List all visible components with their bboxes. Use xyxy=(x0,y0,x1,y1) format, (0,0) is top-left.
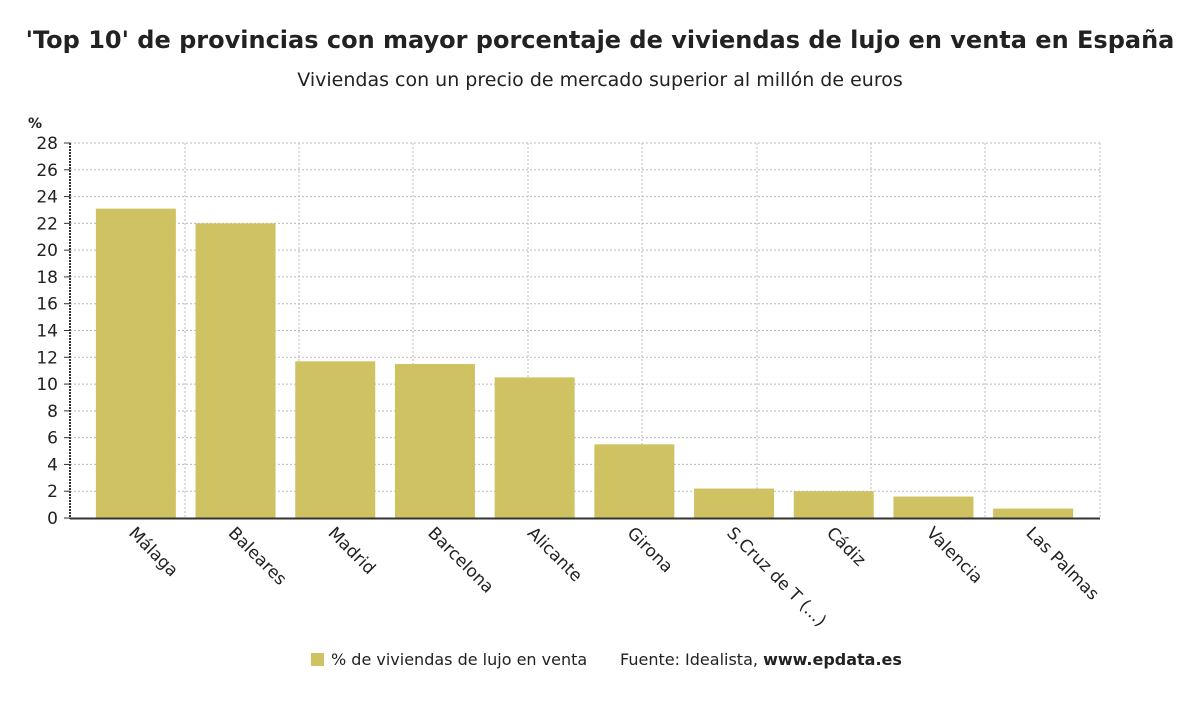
bar xyxy=(95,208,176,518)
y-tick-label: 28 xyxy=(36,134,58,154)
x-tick-label: Las Palmas xyxy=(1022,523,1103,604)
x-tick-label: Alicante xyxy=(523,523,586,586)
bar xyxy=(494,377,575,518)
bar xyxy=(793,491,874,518)
bar xyxy=(694,488,775,518)
x-tick-label: Barcelona xyxy=(423,523,497,597)
y-tick-label: 18 xyxy=(36,268,58,288)
chart-subtitle: Viviendas con un precio de mercado super… xyxy=(297,69,902,91)
bar xyxy=(195,223,276,518)
bar xyxy=(893,496,974,518)
legend-label: % de viviendas de lujo en venta xyxy=(331,650,587,669)
bar xyxy=(394,363,475,518)
y-tick-label: 4 xyxy=(47,455,58,475)
y-tick-label: 0 xyxy=(47,509,58,529)
x-tick-label: Girona xyxy=(623,523,677,577)
legend-swatch xyxy=(311,653,324,666)
x-tick-label: Málaga xyxy=(124,523,182,581)
y-tick-label: 16 xyxy=(36,295,58,315)
y-tick-label: 14 xyxy=(36,322,58,342)
source-link: www.epdata.es xyxy=(763,650,902,669)
source-text: Fuente: Idealista, xyxy=(620,650,758,669)
chart-title: 'Top 10' de provincias con mayor porcent… xyxy=(26,26,1175,54)
y-tick-label: 22 xyxy=(36,214,58,234)
x-tick-label: Baleares xyxy=(224,523,290,589)
x-tick-label: Cádiz xyxy=(822,523,869,570)
bar xyxy=(993,508,1074,518)
y-tick-label: 10 xyxy=(36,375,58,395)
x-tick-label: S.Cruz de T (...) xyxy=(723,523,831,631)
y-tick-label: 24 xyxy=(36,188,58,208)
y-tick-label: 12 xyxy=(36,348,58,368)
y-tick-label: 20 xyxy=(36,241,58,261)
y-tick-label: 26 xyxy=(36,161,58,181)
bar xyxy=(295,361,376,518)
source: Fuente: Idealista, www.epdata.es xyxy=(620,650,902,669)
bar xyxy=(594,444,675,518)
x-tick-label: Valencia xyxy=(922,523,986,587)
x-tick-label: Madrid xyxy=(324,523,379,578)
y-tick-label: 6 xyxy=(47,429,58,449)
y-tick-label: 2 xyxy=(47,482,58,502)
y-axis-label: % xyxy=(28,116,42,132)
y-tick-label: 8 xyxy=(47,402,58,422)
